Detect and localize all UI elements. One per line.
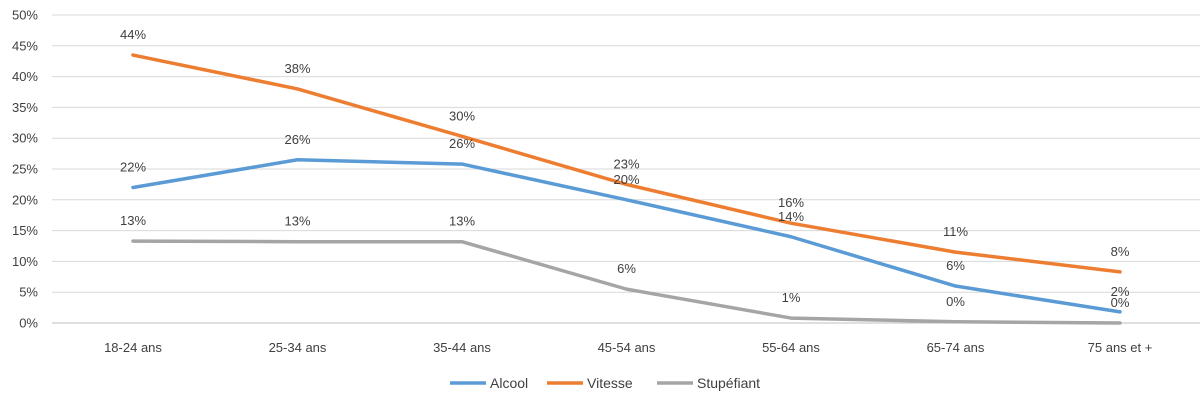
y-tick-label: 10% xyxy=(12,254,38,269)
data-label: 6% xyxy=(946,258,965,273)
data-label: 0% xyxy=(946,294,965,309)
y-tick-label: 40% xyxy=(12,69,38,84)
x-tick-label: 75 ans et + xyxy=(1088,340,1153,355)
data-label: 8% xyxy=(1111,244,1130,259)
legend: Alcool Vitesse Stupéfiant xyxy=(450,375,760,391)
x-tick-label: 65-74 ans xyxy=(927,340,985,355)
y-tick-label: 15% xyxy=(12,223,38,238)
legend-label: Stupéfiant xyxy=(697,375,760,391)
data-labels: 22% 26% 26% 20% 14% 6% 2% 44% 38% 30% 23% 16% 11% 8% 1… xyxy=(120,27,1130,310)
data-label: 2% xyxy=(1111,284,1130,299)
x-tick-label: 35-44 ans xyxy=(433,340,491,355)
x-tick-label: 18-24 ans xyxy=(104,340,162,355)
data-label: 13% xyxy=(120,213,146,228)
y-tick-label: 35% xyxy=(12,100,38,115)
data-label: 26% xyxy=(449,136,475,151)
x-tick-label: 55-64 ans xyxy=(762,340,820,355)
data-label: 13% xyxy=(449,214,475,229)
data-label: 22% xyxy=(120,159,146,174)
y-tick-label: 30% xyxy=(12,131,38,146)
legend-label: Alcool xyxy=(490,375,528,391)
data-label: 1% xyxy=(782,290,801,305)
data-label: 30% xyxy=(449,108,475,123)
data-label: 20% xyxy=(613,172,639,187)
data-label: 13% xyxy=(284,214,310,229)
data-label: 38% xyxy=(284,61,310,76)
data-label: 16% xyxy=(778,195,804,210)
y-axis: 0% 5% 10% 15% 20% 25% 30% 35% 40% 45% 50% xyxy=(12,8,38,331)
data-label: 44% xyxy=(120,27,146,42)
y-tick-label: 25% xyxy=(12,162,38,177)
y-tick-label: 45% xyxy=(12,38,38,53)
data-label: 23% xyxy=(613,156,639,171)
y-tick-label: 5% xyxy=(19,285,38,300)
data-label: 11% xyxy=(943,224,968,239)
y-tick-label: 20% xyxy=(12,192,38,207)
y-tick-label: 0% xyxy=(19,316,38,331)
y-tick-label: 50% xyxy=(12,8,38,23)
x-axis: 18-24 ans 25-34 ans 35-44 ans 45-54 ans 55-6… xyxy=(104,340,1152,355)
data-label: 26% xyxy=(284,132,310,147)
x-tick-label: 45-54 ans xyxy=(598,340,656,355)
data-label: 0% xyxy=(1111,295,1130,310)
data-label: 14% xyxy=(778,209,804,224)
x-tick-label: 25-34 ans xyxy=(269,340,327,355)
legend-label: Vitesse xyxy=(587,375,633,391)
data-label: 6% xyxy=(617,261,636,276)
series-group xyxy=(131,53,1122,325)
